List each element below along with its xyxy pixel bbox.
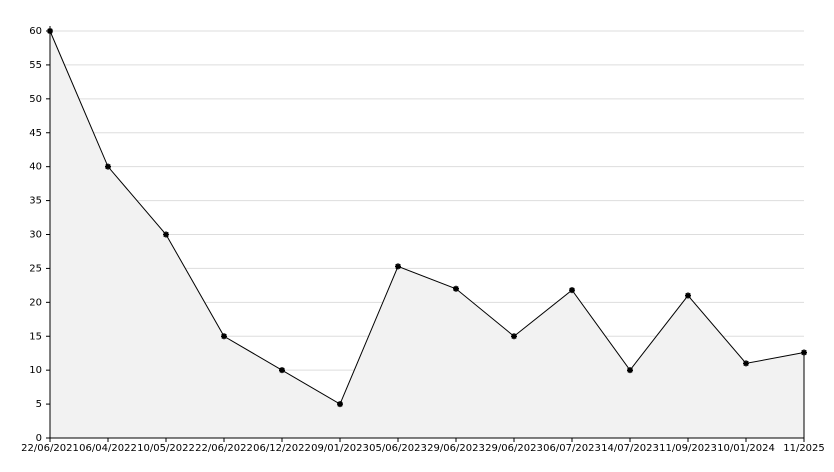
marker — [279, 367, 285, 374]
x-tick-label: 14/07/2023 — [601, 443, 659, 454]
x-tick-label: 06/04/2022 — [79, 443, 137, 454]
y-tick-label: 35 — [29, 196, 42, 207]
marker — [743, 360, 749, 367]
marker — [569, 287, 575, 294]
y-tick-label: 55 — [29, 60, 42, 71]
x-tick-label: 22/06/2022 — [195, 443, 253, 454]
area — [50, 31, 804, 438]
marker — [395, 263, 401, 270]
marker — [685, 292, 691, 299]
y-tick-label: 25 — [29, 263, 42, 274]
x-tick-label: 06/12/2022 — [253, 443, 311, 454]
y-tick-label: 0 — [36, 433, 42, 444]
line — [49, 30, 805, 405]
y-tick-label: 40 — [29, 162, 42, 173]
x-tick-label: 29/06/2023 — [485, 443, 543, 454]
marker — [163, 231, 169, 238]
marker — [105, 163, 111, 170]
y-tick-label: 50 — [29, 94, 42, 105]
marker — [47, 28, 53, 34]
y-tick-label: 45 — [29, 128, 42, 139]
y-tick-label: 10 — [29, 365, 42, 376]
x-tick-label: 11/09/2023 — [659, 443, 717, 454]
x-tick-label: 10/01/2024 — [717, 443, 775, 454]
y-tick-label: 20 — [29, 297, 42, 308]
x-tick-label: 11/2025 — [783, 443, 825, 454]
y-tick-label: 60 — [29, 26, 42, 37]
marker — [801, 349, 807, 356]
x-tick-label: 05/06/2023 — [369, 443, 427, 454]
marker — [337, 401, 343, 408]
x-tick-label: 06/07/2023 — [543, 443, 601, 454]
y-tick-label: 30 — [29, 230, 42, 241]
x-tick-label: 22/06/2021 — [21, 443, 79, 454]
x-tick-label: 09/01/2023 — [311, 443, 369, 454]
marker — [453, 285, 459, 292]
y-tick-label: 5 — [36, 399, 42, 410]
x-tick-label: 29/06/2023 — [427, 443, 485, 454]
x-tick-label: 10/05/2022 — [137, 443, 195, 454]
y-tick-label: 15 — [29, 331, 42, 342]
marker — [511, 333, 517, 340]
marker — [221, 333, 227, 340]
marker — [627, 367, 633, 374]
